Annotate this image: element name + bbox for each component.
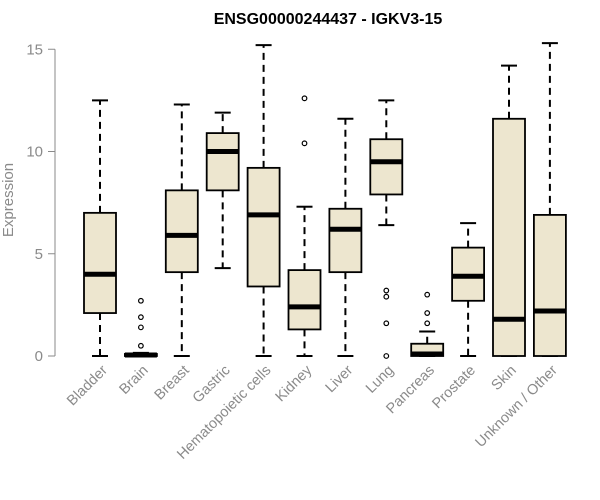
box-prostate: [451, 222, 486, 357]
iqr-box: [246, 166, 281, 288]
box-bladder: [83, 99, 117, 357]
x-tick-label: Skin: [489, 363, 520, 394]
iqr-box: [492, 117, 526, 357]
outlier-point: [424, 291, 431, 298]
box-skin: [492, 64, 526, 357]
x-tick-label: Lung: [363, 363, 397, 397]
iqr-box: [287, 269, 322, 331]
outlier-point: [137, 297, 144, 304]
y-tick-label: 15: [26, 41, 43, 58]
outlier-point: [137, 314, 144, 321]
y-tick-label: 10: [26, 144, 43, 161]
outlier-point: [424, 310, 431, 316]
x-tick-label: Prostate: [429, 363, 478, 412]
x-tick-label: Liver: [323, 362, 357, 396]
x-tick-label: Brain: [116, 363, 151, 398]
box-hematopoietic-cells: [246, 44, 281, 357]
iqr-box: [83, 211, 117, 314]
outlier-point: [137, 342, 144, 349]
iqr-box: [533, 213, 567, 357]
outlier-point: [301, 95, 308, 102]
outlier-point: [383, 293, 390, 300]
chart-title: ENSG00000244437 - IGKV3-15: [214, 11, 443, 28]
x-tick-label: Bladder: [64, 362, 111, 409]
y-tick-label: 0: [35, 348, 43, 365]
box-liver: [328, 117, 363, 357]
iqr-box: [328, 207, 363, 274]
box-lung: [369, 99, 404, 359]
outlier-point: [301, 140, 308, 147]
y-axis-label: Expression: [0, 163, 17, 237]
x-tick-label: Kidney: [273, 362, 316, 405]
box-breast: [164, 103, 199, 357]
outlier-point: [383, 287, 390, 294]
iqr-box: [164, 189, 199, 274]
outlier-point: [383, 320, 390, 327]
boxes-group: [83, 42, 567, 359]
box-brain: [124, 297, 158, 358]
box-gastric: [205, 111, 240, 270]
iqr-box: [369, 138, 404, 196]
box-pancreas: [410, 291, 445, 357]
box-kidney: [287, 95, 322, 357]
iqr-box: [205, 132, 240, 192]
y-axis: 0 5 10 15: [26, 41, 56, 365]
outlier-point: [383, 353, 390, 359]
outlier-point: [137, 324, 144, 331]
outlier-point: [424, 320, 431, 327]
box-unknown-other: [533, 42, 567, 357]
x-tick-label: Breast: [152, 363, 193, 404]
y-tick-label: 5: [35, 246, 43, 263]
